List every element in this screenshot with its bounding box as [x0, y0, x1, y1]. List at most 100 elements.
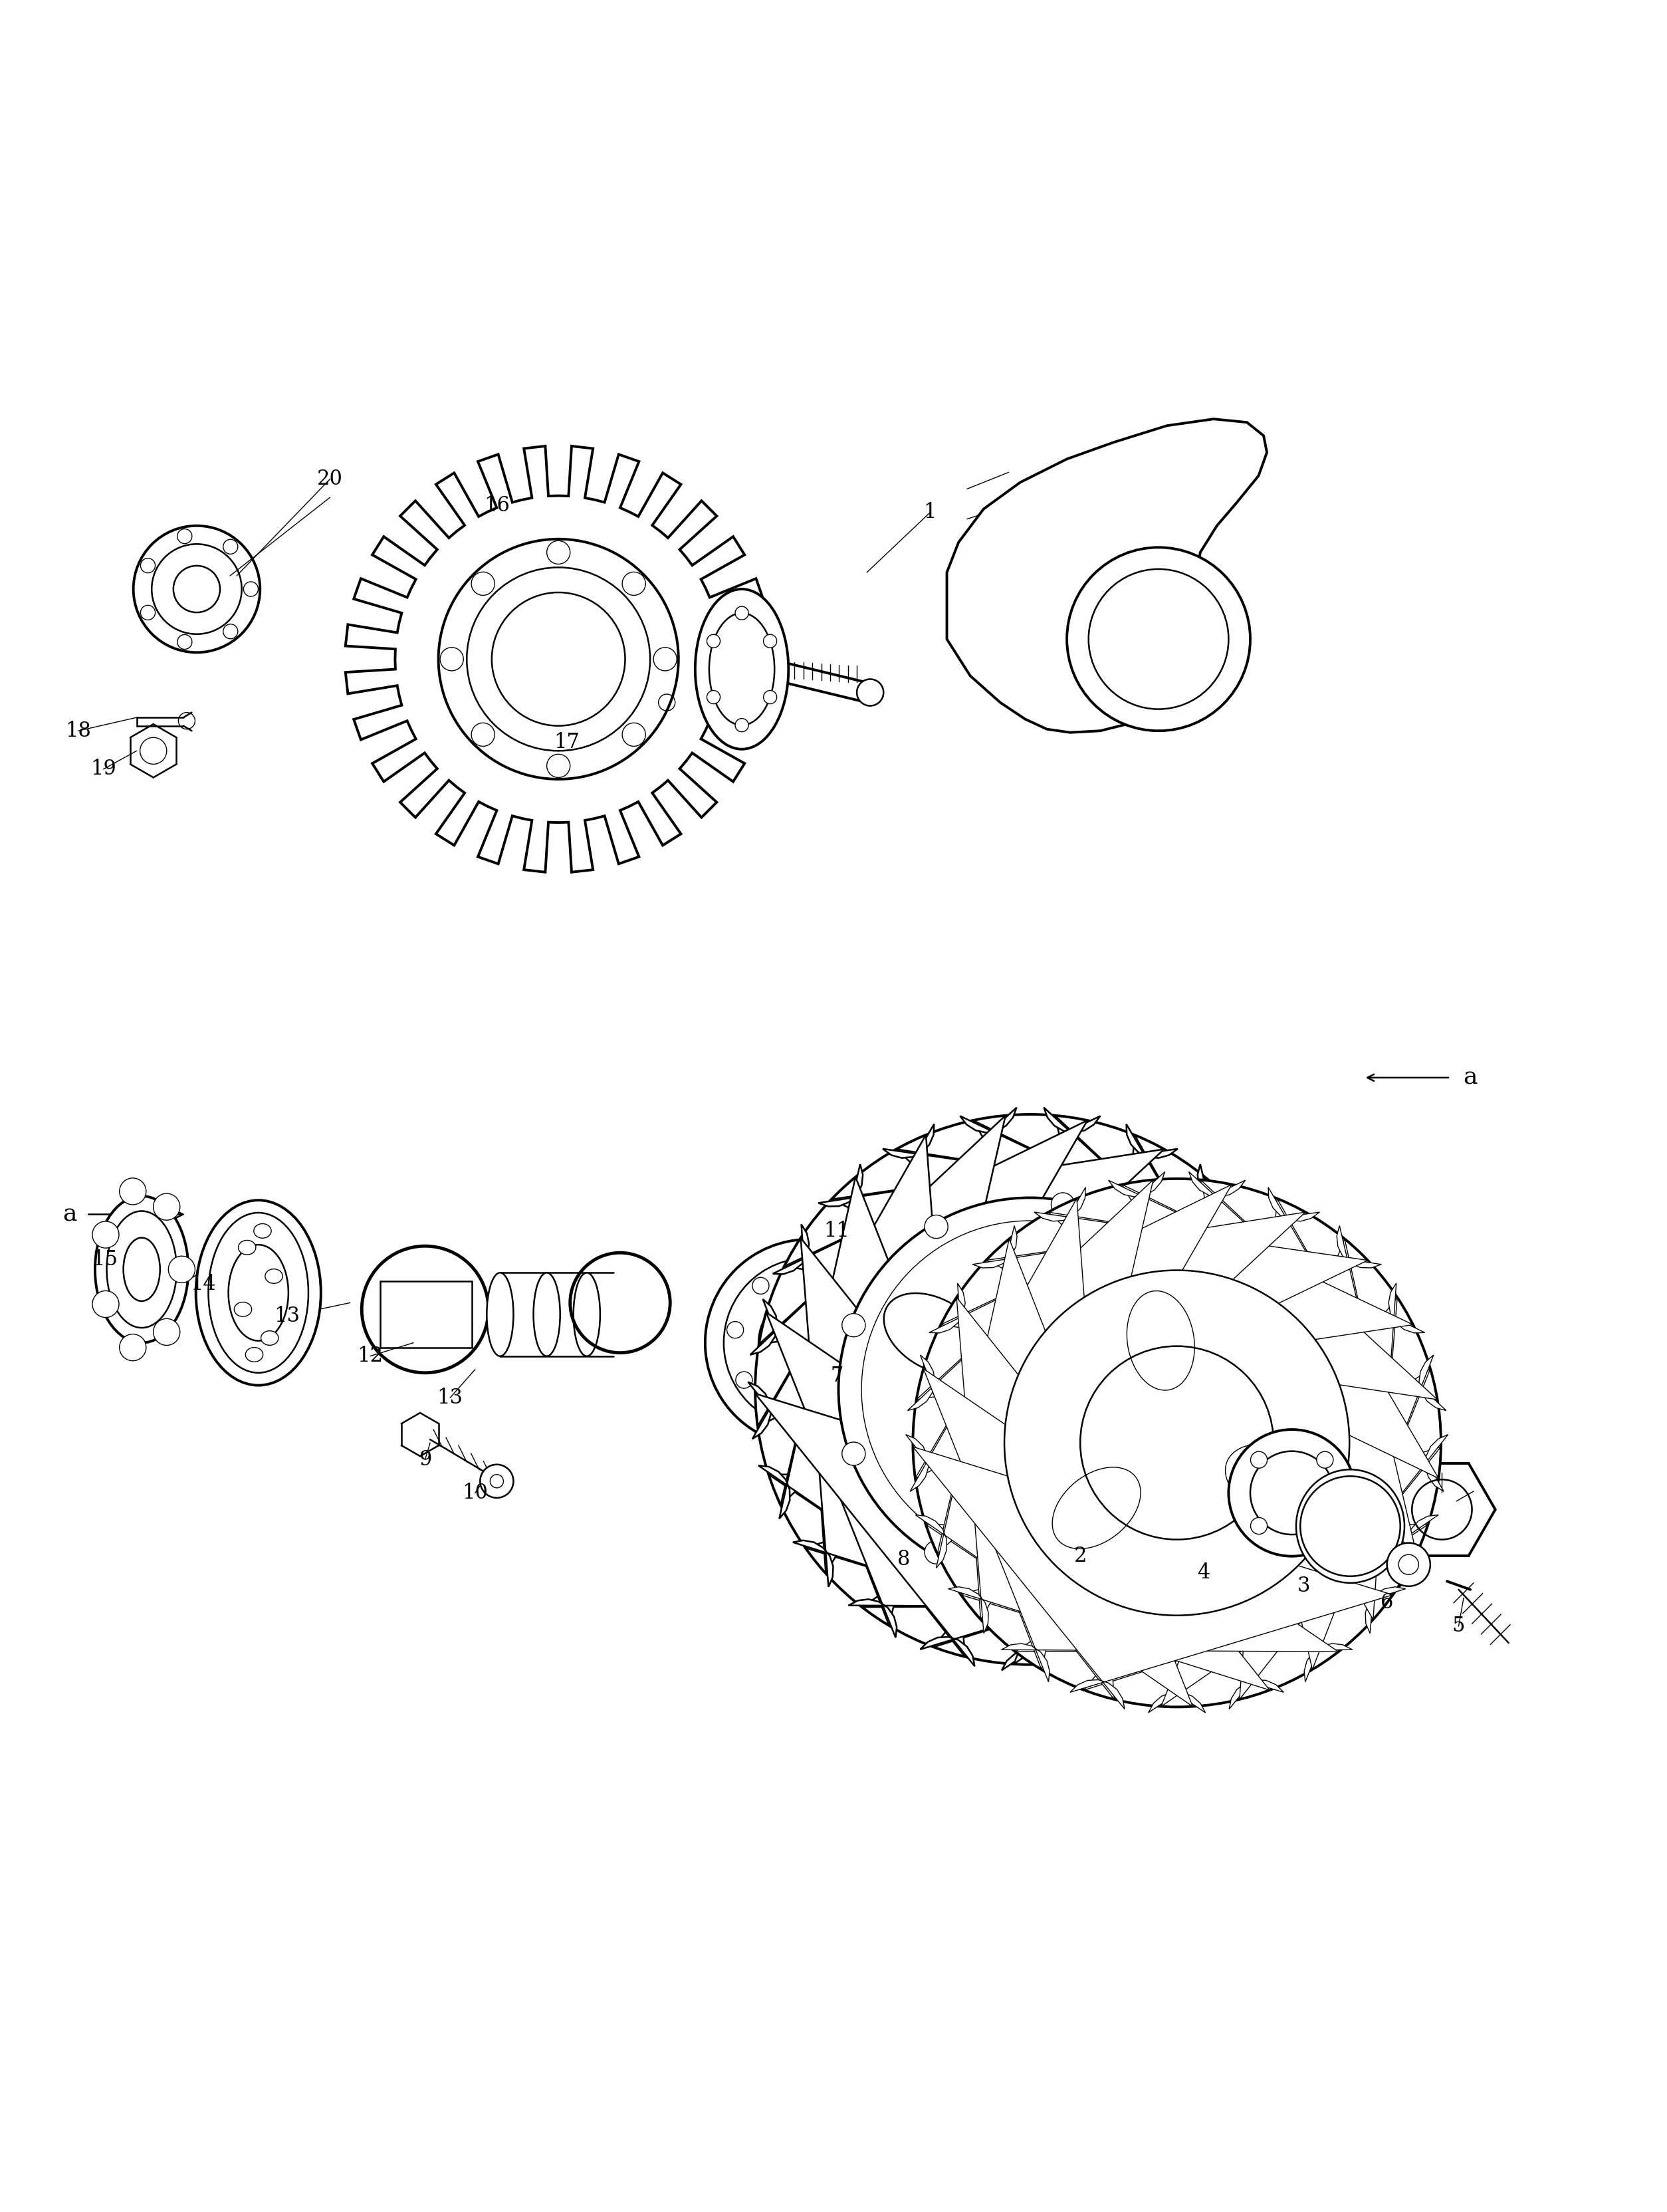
Circle shape: [440, 648, 463, 670]
Ellipse shape: [1225, 1444, 1322, 1515]
Polygon shape: [783, 1108, 1302, 1345]
Circle shape: [1162, 1256, 1185, 1281]
Bar: [380, 1281, 472, 1347]
Polygon shape: [924, 1369, 1339, 1681]
Circle shape: [1387, 1544, 1430, 1586]
Text: 3: 3: [1297, 1575, 1310, 1597]
Ellipse shape: [1127, 1292, 1195, 1389]
Text: 8: 8: [897, 1548, 910, 1571]
Circle shape: [622, 723, 645, 745]
Circle shape: [865, 1371, 882, 1389]
Ellipse shape: [195, 1201, 320, 1385]
Circle shape: [1004, 1270, 1349, 1615]
Circle shape: [153, 1194, 180, 1221]
Circle shape: [1317, 1517, 1334, 1535]
Circle shape: [727, 1321, 743, 1338]
Circle shape: [755, 1115, 1305, 1666]
Polygon shape: [793, 1239, 1127, 1648]
Polygon shape: [748, 1135, 965, 1657]
Ellipse shape: [1297, 1469, 1404, 1584]
Circle shape: [1052, 1192, 1075, 1217]
Circle shape: [857, 679, 884, 706]
Polygon shape: [915, 1188, 1367, 1478]
Text: 4: 4: [1197, 1562, 1210, 1584]
Text: 15: 15: [92, 1250, 118, 1270]
Polygon shape: [1162, 1239, 1439, 1705]
Circle shape: [653, 648, 677, 670]
Polygon shape: [974, 1119, 1287, 1573]
Polygon shape: [937, 1212, 1305, 1553]
Circle shape: [1250, 1517, 1267, 1535]
Polygon shape: [767, 1312, 1199, 1637]
Circle shape: [735, 606, 748, 619]
Circle shape: [925, 1214, 949, 1239]
Ellipse shape: [487, 1272, 513, 1356]
Circle shape: [223, 624, 238, 639]
Ellipse shape: [265, 1270, 283, 1283]
Ellipse shape: [995, 1447, 1065, 1555]
Text: 16: 16: [483, 495, 510, 515]
Polygon shape: [1015, 1369, 1430, 1681]
Ellipse shape: [573, 1272, 600, 1356]
Ellipse shape: [253, 1223, 272, 1239]
Circle shape: [92, 1221, 118, 1248]
Polygon shape: [1095, 1135, 1312, 1657]
Text: 6: 6: [1380, 1593, 1394, 1613]
Text: 9: 9: [418, 1449, 432, 1469]
Text: 12: 12: [357, 1345, 383, 1367]
Polygon shape: [949, 1296, 1270, 1690]
Polygon shape: [940, 1172, 1437, 1400]
Circle shape: [243, 582, 258, 597]
Circle shape: [839, 1197, 1222, 1582]
Text: 14: 14: [190, 1274, 217, 1294]
Circle shape: [849, 1276, 865, 1294]
Circle shape: [752, 1276, 768, 1294]
Circle shape: [120, 1334, 147, 1360]
Text: a: a: [63, 1203, 77, 1225]
Polygon shape: [755, 1394, 1255, 1666]
Circle shape: [775, 1405, 792, 1420]
Circle shape: [140, 606, 155, 619]
Circle shape: [707, 635, 720, 648]
Text: 13: 13: [273, 1305, 300, 1327]
Circle shape: [1067, 546, 1250, 730]
Circle shape: [472, 723, 495, 745]
Text: 7: 7: [830, 1365, 844, 1387]
Circle shape: [153, 1318, 180, 1345]
Circle shape: [120, 1179, 147, 1206]
Circle shape: [140, 557, 155, 573]
Polygon shape: [960, 1447, 1440, 1710]
Circle shape: [1162, 1498, 1185, 1522]
Text: a: a: [1464, 1066, 1477, 1088]
Ellipse shape: [262, 1332, 278, 1345]
Circle shape: [842, 1442, 865, 1464]
Ellipse shape: [695, 588, 788, 750]
Polygon shape: [934, 1239, 1267, 1648]
Circle shape: [223, 540, 238, 553]
Polygon shape: [832, 1124, 1304, 1427]
Polygon shape: [915, 1239, 1192, 1705]
Ellipse shape: [884, 1294, 984, 1374]
Circle shape: [177, 635, 192, 650]
Text: 2: 2: [1074, 1546, 1087, 1566]
Polygon shape: [862, 1312, 1294, 1637]
Circle shape: [705, 1239, 912, 1447]
Ellipse shape: [238, 1241, 255, 1254]
Circle shape: [1250, 1451, 1267, 1469]
Ellipse shape: [1077, 1294, 1177, 1374]
Circle shape: [547, 754, 570, 776]
Circle shape: [1052, 1564, 1075, 1586]
Text: 18: 18: [65, 721, 92, 741]
Polygon shape: [773, 1119, 1087, 1573]
Circle shape: [763, 635, 777, 648]
Circle shape: [914, 1179, 1440, 1708]
Circle shape: [177, 529, 192, 544]
Circle shape: [92, 1292, 118, 1318]
Circle shape: [800, 1261, 817, 1276]
Text: 5: 5: [1452, 1617, 1465, 1637]
Polygon shape: [758, 1108, 1277, 1345]
Polygon shape: [780, 1150, 1164, 1504]
Text: 1: 1: [924, 502, 937, 522]
Circle shape: [168, 1256, 195, 1283]
Circle shape: [842, 1314, 865, 1336]
